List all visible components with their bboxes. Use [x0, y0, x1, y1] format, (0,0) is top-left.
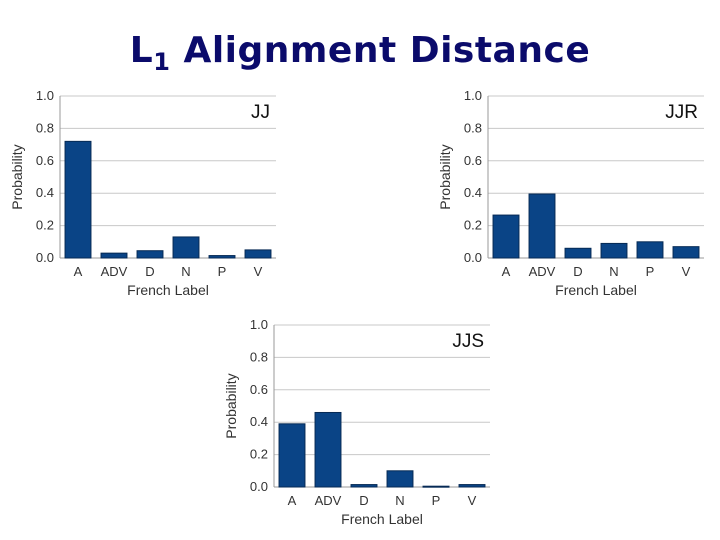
bar-a [278, 423, 306, 488]
x-tick-label: P [432, 493, 441, 508]
x-tick-label: N [609, 264, 618, 279]
y-tick-label: 0.8 [464, 120, 482, 135]
slide-title-main: L [129, 30, 154, 71]
y-tick-label: 0.0 [250, 479, 268, 494]
x-tick-label: N [181, 264, 190, 279]
y-tick-label: 1.0 [250, 317, 268, 332]
y-tick-label: 0.6 [250, 382, 268, 397]
bar-adv [100, 252, 128, 259]
x-tick-label: V [468, 493, 477, 508]
slide-title-rest: Alignment Distance [170, 30, 591, 71]
bar-n [172, 236, 200, 259]
x-tick-label: ADV [529, 264, 556, 279]
x-tick-label: P [218, 264, 227, 279]
y-tick-label: 0.2 [464, 218, 482, 233]
y-axis-title: Probability [9, 144, 25, 209]
y-tick-label: 0.4 [464, 185, 482, 200]
y-tick-label: 0.2 [250, 447, 268, 462]
x-axis-title: French Label [341, 511, 423, 527]
panel-label: JJR [665, 102, 698, 123]
bar-n [600, 242, 628, 259]
y-tick-label: 0.8 [36, 120, 54, 135]
panel-label: JJS [452, 331, 484, 352]
bar-n [386, 470, 414, 488]
x-tick-label: V [254, 264, 263, 279]
y-axis-title: Probability [223, 373, 239, 438]
bar-v [244, 249, 272, 259]
y-tick-label: 0.0 [464, 250, 482, 265]
y-tick-label: 0.8 [250, 349, 268, 364]
slide-title: L1 Alignment Distance [0, 30, 720, 76]
bar-v [458, 484, 486, 488]
x-tick-label: D [359, 493, 368, 508]
bar-p [636, 241, 664, 259]
x-tick-label: ADV [315, 493, 342, 508]
chart-jjr: 0.0 0.2 0.4 0.6 0.8 1.0 A ADV D N P V French Label Pr… [437, 88, 704, 298]
bar-p [422, 485, 450, 488]
y-tick-label: 1.0 [36, 88, 54, 103]
bar-p [208, 255, 236, 259]
y-tick-label: 0.6 [464, 153, 482, 168]
x-tick-label: D [573, 264, 582, 279]
x-tick-label: A [502, 264, 511, 279]
x-tick-label: ADV [101, 264, 128, 279]
y-tick-label: 0.6 [36, 153, 54, 168]
x-axis-title: French Label [127, 282, 209, 298]
x-tick-label: A [288, 493, 297, 508]
x-tick-label: A [74, 264, 83, 279]
y-tick-label: 0.4 [250, 414, 268, 429]
x-tick-label: N [395, 493, 404, 508]
bar-d [564, 247, 592, 259]
bar-a [64, 140, 92, 259]
bar-v [672, 246, 700, 259]
x-axis-title: French Label [555, 282, 637, 298]
bar-adv [528, 193, 556, 259]
slide-title-subscript: 1 [153, 48, 171, 76]
y-tick-label: 0.0 [36, 250, 54, 265]
y-axis-title: Probability [437, 144, 453, 209]
y-tick-label: 0.2 [36, 218, 54, 233]
chart-jj: 0.0 0.2 0.4 0.6 0.8 1.0 A ADV D N P V French Label Pr… [9, 88, 276, 298]
x-tick-label: D [145, 264, 154, 279]
chart-jjs: 0.0 0.2 0.4 0.6 0.8 1.0 A ADV D N P V French Label Pr… [223, 317, 490, 527]
bar-d [136, 250, 164, 259]
x-tick-label: V [682, 264, 691, 279]
bar-a [492, 214, 520, 259]
bar-adv [314, 411, 342, 488]
x-tick-label: P [646, 264, 655, 279]
panel-label: JJ [251, 102, 270, 123]
y-tick-label: 1.0 [464, 88, 482, 103]
bar-d [350, 484, 378, 488]
y-tick-label: 0.4 [36, 185, 54, 200]
